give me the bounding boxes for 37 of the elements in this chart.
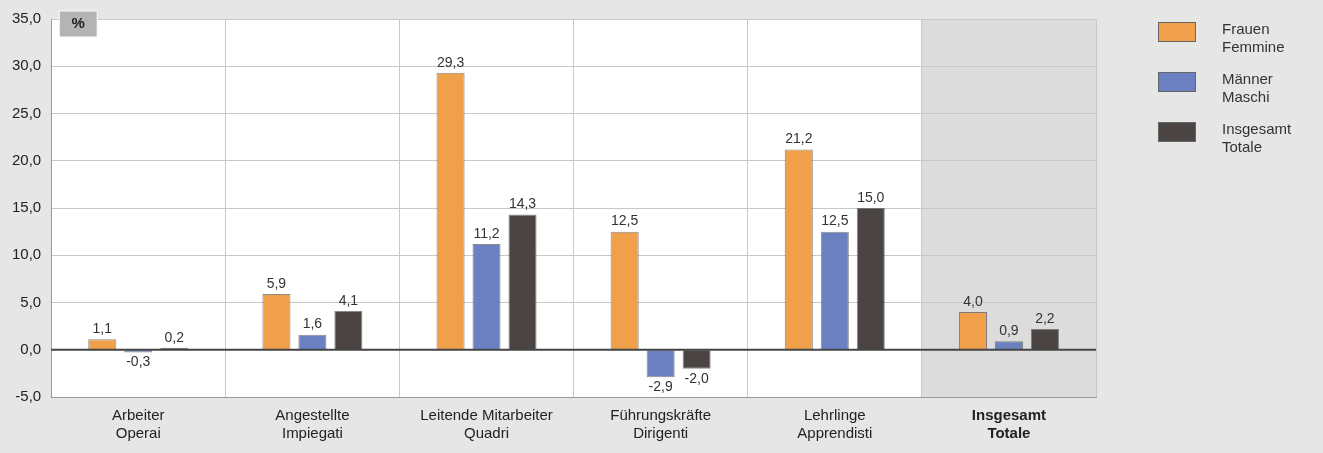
data-label: 0,2 [164, 328, 185, 345]
y-tick-label: 15,0 [11, 198, 42, 216]
data-label: 12,5 [611, 212, 639, 229]
data-label: -2,0 [684, 369, 709, 386]
x-tick-label: Insgesamt Totale [971, 406, 1047, 442]
data-label: 4,0 [963, 292, 983, 309]
data-label: 1,1 [92, 320, 113, 337]
data-label: 11,2 [473, 224, 500, 241]
y-tick-label: 30,0 [11, 56, 42, 74]
x-tick-label: Leitende Mitarbeiter Quadri [420, 406, 553, 442]
legend-label: Frauen Femmine [1222, 20, 1285, 56]
y-tick-label: 10,0 [11, 245, 42, 263]
data-label: 15,0 [857, 188, 885, 205]
data-label: 21,2 [785, 130, 813, 147]
x-tick-label: Führungskräfte Dirigenti [610, 406, 712, 442]
y-tick-label: 5,0 [20, 292, 42, 310]
data-label: 12,5 [821, 212, 849, 229]
y-tick-label: 35,0 [11, 9, 42, 27]
data-label: 0,9 [999, 322, 1019, 339]
x-tick-label: Arbeiter Operai [112, 406, 165, 442]
y-tick-label: 0,0 [20, 339, 42, 357]
x-tick-label: Angestellte Impiegati [275, 406, 350, 442]
data-label: -0,3 [126, 353, 151, 370]
data-label: 5,9 [266, 274, 287, 291]
data-label: 2,2 [1035, 309, 1055, 326]
legend-label: Insgesamt Totale [1222, 120, 1292, 156]
data-label: -2,9 [648, 378, 673, 395]
data-label: 4,1 [338, 291, 359, 308]
data-label: 29,3 [436, 53, 465, 70]
x-tick-label: Lehrlinge Apprendisti [797, 406, 873, 442]
data-label: 14,3 [508, 195, 537, 212]
y-tick-label: 25,0 [11, 103, 42, 121]
legend-label: Männer Maschi [1222, 70, 1273, 106]
y-tick-label: -5,0 [15, 387, 42, 405]
data-label: 1,6 [302, 315, 323, 332]
y-tick-label: 20,0 [11, 150, 42, 168]
y-axis-title: % [71, 14, 85, 32]
